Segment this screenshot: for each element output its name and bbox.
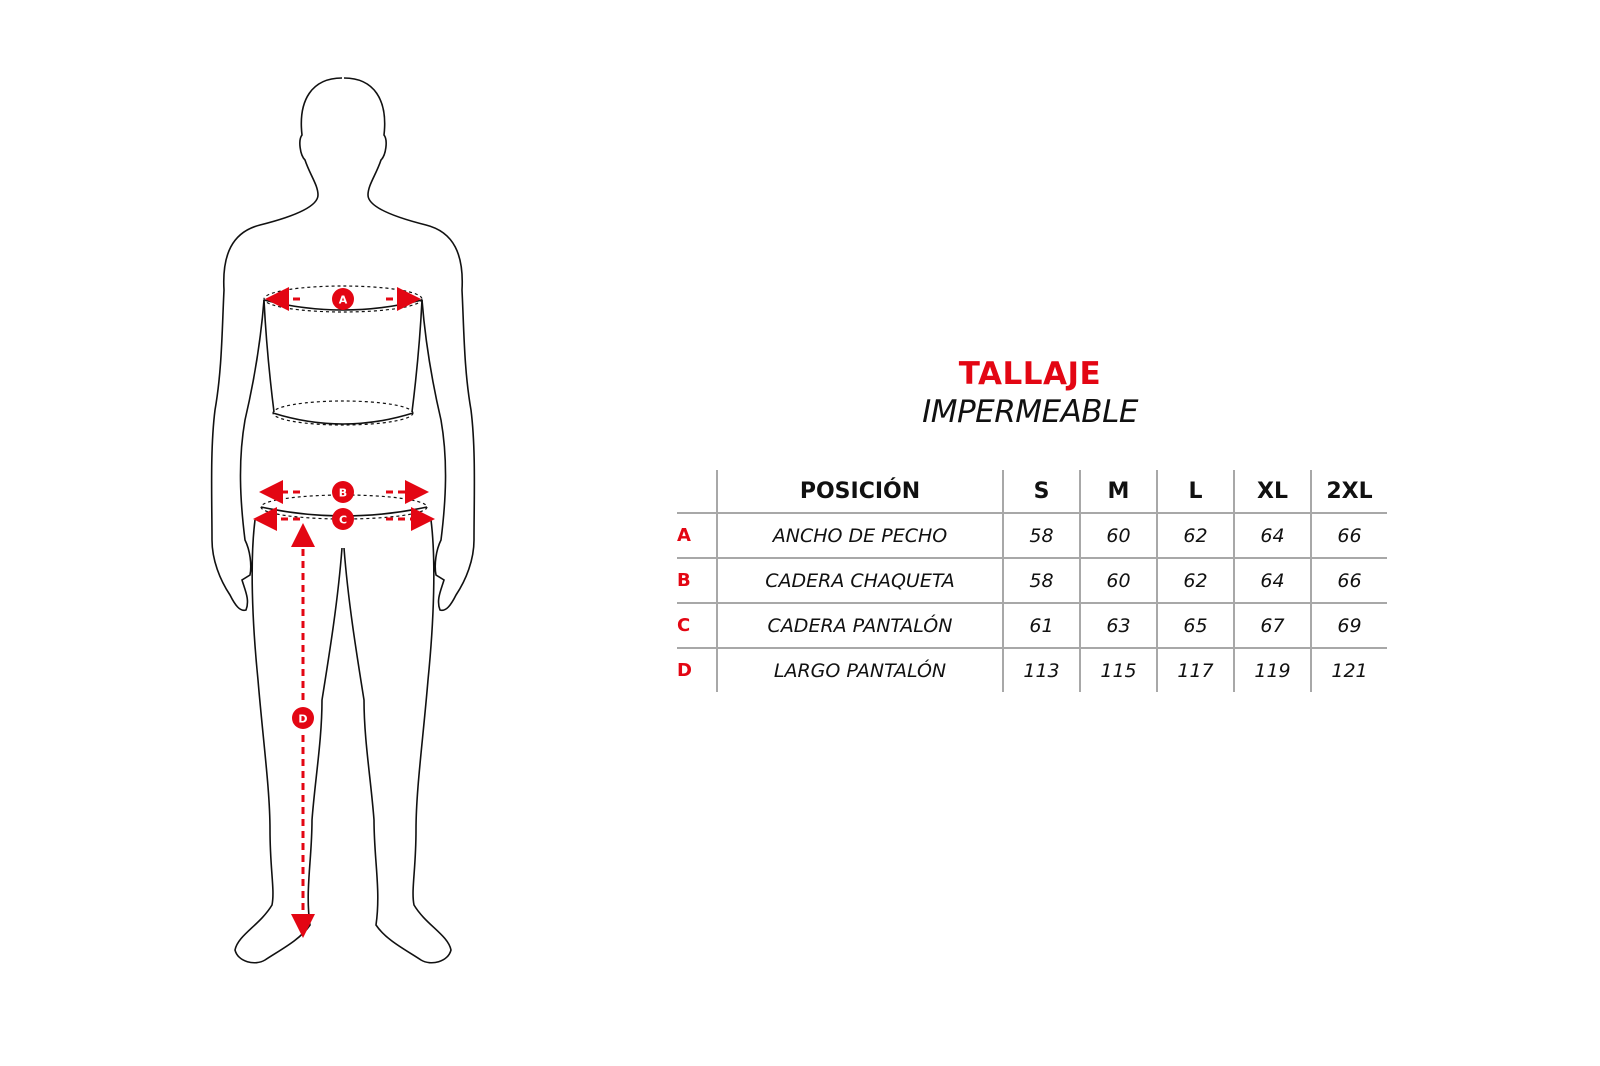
body-outline bbox=[210, 77, 476, 964]
marker-d: D bbox=[292, 707, 314, 729]
header-position: POSICIÓN bbox=[716, 470, 1003, 513]
cell: 113 bbox=[1002, 647, 1080, 692]
marker-c: C bbox=[332, 508, 354, 530]
cell: 58 bbox=[1002, 557, 1080, 603]
svg-text:C: C bbox=[339, 514, 347, 527]
cell: 119 bbox=[1233, 647, 1311, 692]
cell: 63 bbox=[1079, 602, 1157, 648]
header-2xl: 2XL bbox=[1310, 470, 1387, 513]
size-table: POSICIÓN S M L XL 2XL A ANCHO DE PECHO 5… bbox=[677, 470, 1387, 692]
chart-title: TALLAJE bbox=[958, 356, 1102, 392]
cell: 66 bbox=[1310, 557, 1387, 603]
row-code: B bbox=[677, 557, 717, 603]
row-label: CADERA CHAQUETA bbox=[716, 557, 1003, 603]
row-label: ANCHO DE PECHO bbox=[716, 512, 1003, 558]
measurement-lines bbox=[253, 287, 435, 938]
cell: 62 bbox=[1156, 512, 1234, 558]
cell: 61 bbox=[1002, 602, 1080, 648]
chart-subtitle: IMPERMEABLE bbox=[922, 394, 1138, 430]
row-label: CADERA PANTALÓN bbox=[716, 602, 1003, 648]
header-l: L bbox=[1156, 470, 1234, 513]
row-code: D bbox=[677, 647, 717, 692]
marker-a: A bbox=[332, 288, 354, 310]
row-code: A bbox=[677, 512, 717, 558]
header-s: S bbox=[1002, 470, 1080, 513]
svg-text:D: D bbox=[298, 713, 307, 726]
cell: 117 bbox=[1156, 647, 1234, 692]
header-m: M bbox=[1079, 470, 1157, 513]
marker-b: B bbox=[332, 481, 354, 503]
cell: 67 bbox=[1233, 602, 1311, 648]
svg-text:B: B bbox=[339, 487, 347, 500]
cell: 115 bbox=[1079, 647, 1157, 692]
cell: 69 bbox=[1310, 602, 1387, 648]
cell: 64 bbox=[1233, 512, 1311, 558]
row-code: C bbox=[677, 602, 717, 648]
cell: 62 bbox=[1156, 557, 1234, 603]
table-header-row: POSICIÓN S M L XL 2XL bbox=[677, 470, 1387, 513]
table-row: A ANCHO DE PECHO 58 60 62 64 66 bbox=[677, 512, 1387, 558]
header-xl: XL bbox=[1233, 470, 1311, 513]
cell: 64 bbox=[1233, 557, 1311, 603]
cell: 121 bbox=[1310, 647, 1387, 692]
table-row: D LARGO PANTALÓN 113 115 117 119 121 bbox=[677, 647, 1387, 692]
row-label: LARGO PANTALÓN bbox=[716, 647, 1003, 692]
cell: 65 bbox=[1156, 602, 1234, 648]
cell: 66 bbox=[1310, 512, 1387, 558]
table-row: C CADERA PANTALÓN 61 63 65 67 69 bbox=[677, 602, 1387, 648]
body-measurement-figure: A B C D bbox=[210, 77, 476, 964]
table-row: B CADERA CHAQUETA 58 60 62 64 66 bbox=[677, 557, 1387, 603]
cell: 60 bbox=[1079, 557, 1157, 603]
cell: 58 bbox=[1002, 512, 1080, 558]
svg-text:A: A bbox=[339, 294, 348, 307]
cell: 60 bbox=[1079, 512, 1157, 558]
